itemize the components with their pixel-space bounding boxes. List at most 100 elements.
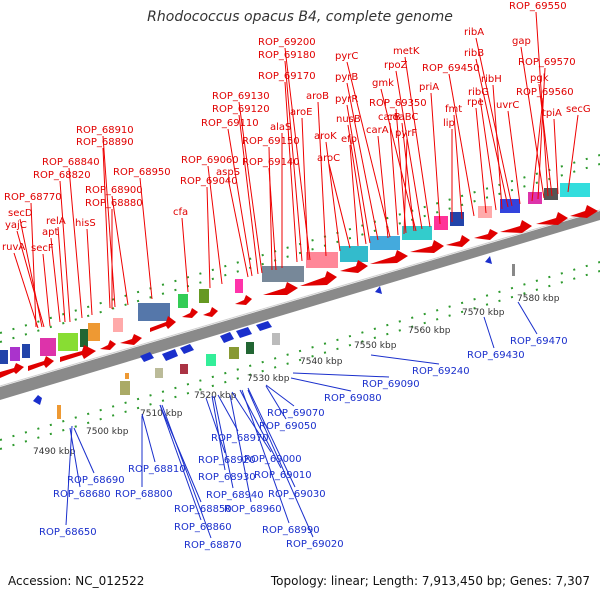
gene-label-lip[interactable]: lip [443,118,455,129]
gene-label-efp[interactable]: efp [341,134,357,145]
gene-label-ROP_69150[interactable]: ROP_69150 [242,136,300,147]
gene-label-ROP_69120[interactable]: ROP_69120 [212,104,270,115]
gene-label-ROP_68800[interactable]: ROP_68800 [115,489,173,500]
gene-label-ROP_68860[interactable]: ROP_68860 [174,522,232,533]
gene-label-pyrC[interactable]: pyrC [335,51,358,62]
gene-label-fmt[interactable]: fmt [445,104,462,115]
gene-label-ROP_69470[interactable]: ROP_69470 [510,336,568,347]
gene-label-ROP_69090[interactable]: ROP_69090 [362,379,420,390]
gene-label-ROP_69010[interactable]: ROP_69010 [254,470,312,481]
gene-label-secF[interactable]: secF [31,243,54,254]
gene-label-yajC[interactable]: yajC [5,220,27,231]
gene-label-ROP_68690[interactable]: ROP_68690 [67,475,125,486]
leader-line-ROP_68950 [139,177,153,300]
gene-label-hisS[interactable]: hisS [75,218,96,229]
gene-label-ROP_68950[interactable]: ROP_68950 [113,167,171,178]
gene-label-ROP_69070[interactable]: ROP_69070 [267,408,325,419]
gene-label-pyrB[interactable]: pyrB [335,72,358,83]
gene-label-ROP_69040[interactable]: ROP_69040 [180,176,238,187]
gene-label-ribH[interactable]: ribH [481,74,502,85]
gene-label-secD[interactable]: secD [8,208,33,219]
gene-label-ROP_69030[interactable]: ROP_69030 [268,489,326,500]
gene-label-ROP_68820[interactable]: ROP_68820 [33,170,91,181]
leader-line-ROP_68850 [159,404,202,503]
leader-line-ROP_69010 [239,389,282,469]
gene-label-gap[interactable]: gap [512,36,531,47]
gene-label-ROP_69050[interactable]: ROP_69050 [259,421,317,432]
leader-line-ROP_69450 [448,73,475,217]
gene-label-ROP_69240[interactable]: ROP_69240 [412,366,470,377]
gene-label-ROP_69110[interactable]: ROP_69110 [201,118,259,129]
gene-label-ROP_69550[interactable]: ROP_69550 [509,1,567,12]
gene-label-ROP_68650[interactable]: ROP_68650 [39,527,97,538]
gene-label-ROP_69020[interactable]: ROP_69020 [286,539,344,550]
leader-line-ROP_69130 [238,101,263,274]
gene-label-tpiA[interactable]: tpiA [542,108,562,119]
gene-label-carB[interactable]: carB [378,112,401,123]
gene-label-ROP_68940[interactable]: ROP_68940 [206,490,264,501]
gene-label-pyrR[interactable]: pyrR [335,94,358,105]
gene-label-alaS[interactable]: alaS [270,122,291,133]
gene-label-metK[interactable]: metK [393,46,420,57]
gene-label-apt[interactable]: apt [42,227,58,238]
upper-feature-track [0,183,590,364]
gene-label-ROP_69130[interactable]: ROP_69130 [212,91,270,102]
gene-label-ROP_68970[interactable]: ROP_68970 [211,433,269,444]
leader-line-yajC [16,230,45,328]
gene-label-ROP_68990[interactable]: ROP_68990 [262,525,320,536]
gene-label-aroB[interactable]: aroB [306,91,329,102]
gene-label-ROP_68870[interactable]: ROP_68870 [184,540,242,551]
gene-label-uvrC[interactable]: uvrC [496,100,519,111]
gene-label-pgk[interactable]: pgk [530,73,549,84]
gene-label-ROP_69170[interactable]: ROP_69170 [258,71,316,82]
gene-label-ROP_68900[interactable]: ROP_68900 [85,185,143,196]
gene-label-ribG[interactable]: ribG [468,87,489,98]
gene-label-ROP_69450[interactable]: ROP_69450 [422,63,480,74]
gene-label-carA[interactable]: carA [366,125,389,136]
gene-label-gmk[interactable]: gmk [372,78,394,89]
gene-label-ROP_68920[interactable]: ROP_68920 [198,455,256,466]
gene-label-ROP_69350[interactable]: ROP_69350 [369,98,427,109]
gene-label-pyrF[interactable]: pyrF [395,128,417,139]
gene-label-ribA[interactable]: ribA [464,27,484,38]
gene-label-aspS[interactable]: aspS [216,167,240,178]
gene-label-ROP_69060[interactable]: ROP_69060 [181,155,239,166]
gene-label-ruvA[interactable]: ruvA [2,242,25,253]
gene-label-ROP_69570[interactable]: ROP_69570 [518,57,576,68]
gene-label-ROP_68930[interactable]: ROP_68930 [198,472,256,483]
gene-label-ROP_69140[interactable]: ROP_69140 [242,157,300,168]
gene-label-ROP_69180[interactable]: ROP_69180 [258,50,316,61]
gene-label-rpoZ[interactable]: rpoZ [384,60,408,71]
gene-label-cfa[interactable]: cfa [173,207,188,218]
gene-label-ROP_69000[interactable]: ROP_69000 [244,454,302,465]
gene-label-ROP_68810[interactable]: ROP_68810 [128,464,186,475]
gene-label-ROP_68890[interactable]: ROP_68890 [76,137,134,148]
gene-label-relA[interactable]: relA [46,216,66,227]
gene-label-ROP_68850[interactable]: ROP_68850 [174,504,232,515]
gene-label-ROP_69200[interactable]: ROP_69200 [258,37,316,48]
leader-line-uvrC [507,110,521,205]
gene-label-ROP_69430[interactable]: ROP_69430 [467,350,525,361]
leader-line-gap [520,46,545,199]
gene-label-ROP_68880[interactable]: ROP_68880 [85,198,143,209]
gene-label-coaBC[interactable]: coaBC [387,112,418,123]
leader-line-ruvA [13,252,39,329]
gene-label-ROP_68680[interactable]: ROP_68680 [53,489,111,500]
gene-label-priA[interactable]: priA [419,82,439,93]
gene-label-ROP_68840[interactable]: ROP_68840 [42,157,100,168]
gene-label-secG[interactable]: secG [566,104,591,115]
gene-label-ribB[interactable]: ribB [464,48,484,59]
gene-label-ROP_69560[interactable]: ROP_69560 [516,87,574,98]
kbp-scale: 7490 kbp 7500 kbp 7510 kbp 7520 kbp 7530 kbp… [33,294,560,457]
gene-label-ROP_68770[interactable]: ROP_68770 [4,192,62,203]
gene-label-aroE[interactable]: aroE [290,107,312,118]
gene-label-aroK[interactable]: aroK [314,131,337,142]
gene-label-rpe[interactable]: rpe [467,97,484,108]
gene-label-ROP_68910[interactable]: ROP_68910 [76,125,134,136]
leader-line-ROP_68990 [241,389,290,524]
gene-label-ROP_68960[interactable]: ROP_68960 [224,504,282,515]
gene-label-ROP_69080[interactable]: ROP_69080 [324,393,382,404]
gene-label-aroC[interactable]: aroC [317,153,340,164]
gene-label-nusB[interactable]: nusB [336,114,361,125]
